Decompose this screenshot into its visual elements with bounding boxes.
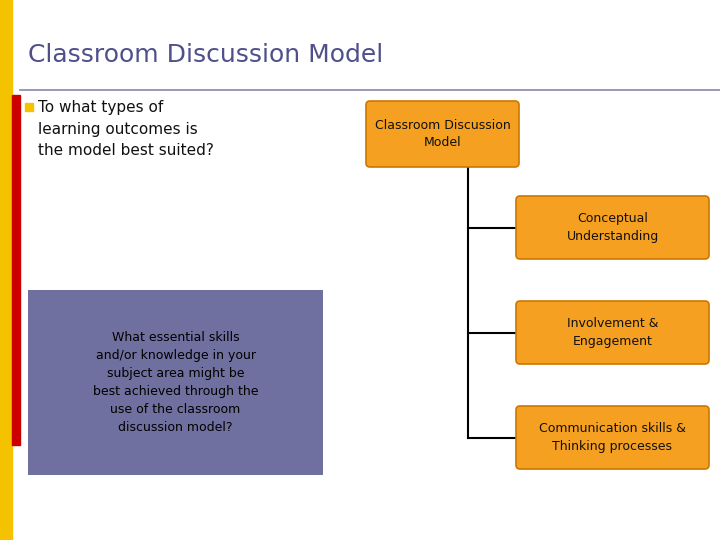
FancyBboxPatch shape xyxy=(516,196,709,259)
FancyBboxPatch shape xyxy=(28,290,323,475)
FancyBboxPatch shape xyxy=(516,406,709,469)
FancyBboxPatch shape xyxy=(366,101,519,167)
Text: Classroom Discussion
Model: Classroom Discussion Model xyxy=(374,119,510,149)
Text: To what types of
learning outcomes is
the model best suited?: To what types of learning outcomes is th… xyxy=(38,100,214,158)
Bar xyxy=(0,0,12,540)
Text: What essential skills
and/or knowledge in your
subject area might be
best achiev: What essential skills and/or knowledge i… xyxy=(93,331,258,434)
Text: Involvement &
Engagement: Involvement & Engagement xyxy=(567,317,658,348)
FancyBboxPatch shape xyxy=(516,301,709,364)
Text: Conceptual
Understanding: Conceptual Understanding xyxy=(567,212,659,243)
Text: Communication skills &
Thinking processes: Communication skills & Thinking processe… xyxy=(539,422,686,453)
Text: Classroom Discussion Model: Classroom Discussion Model xyxy=(28,43,383,67)
Bar xyxy=(12,95,20,445)
Bar xyxy=(25,103,33,111)
